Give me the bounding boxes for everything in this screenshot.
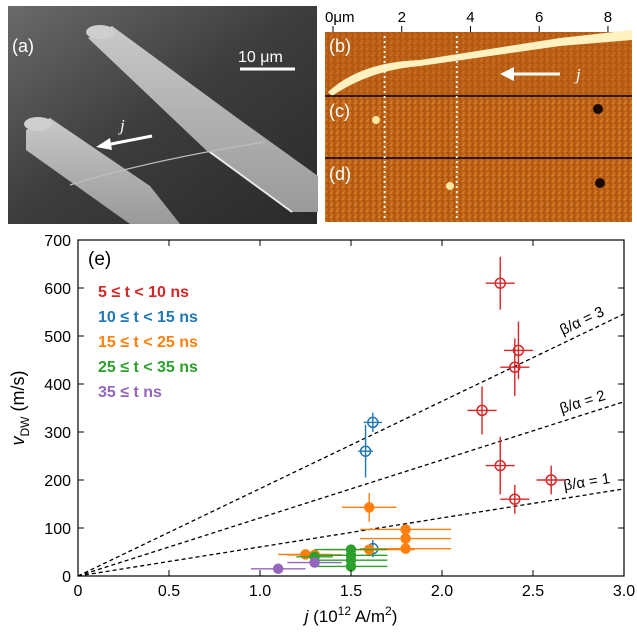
- reference-line-label: β/α = 3: [557, 303, 607, 339]
- x-tick-label: 1.5: [340, 583, 362, 600]
- sem-current-arrowhead: [96, 138, 112, 150]
- data-point: [359, 445, 372, 457]
- x-tick-label: 2.0: [431, 583, 453, 600]
- x-tick-label: 2.5: [522, 583, 544, 600]
- mfm-top-tick-label: 6: [535, 9, 543, 26]
- data-point: [345, 561, 357, 572]
- y-tick-label: 100: [44, 521, 71, 538]
- mfm-d-dark-spot: [595, 178, 605, 188]
- y-tick-label: 300: [44, 425, 71, 442]
- legend-entry: 5 ≤ t < 10 ns: [98, 284, 189, 301]
- data-point: [400, 533, 411, 544]
- panel-label-d: (d): [329, 164, 351, 184]
- panel-label-e: (e): [88, 249, 111, 270]
- x-axis-label-rest: (10: [308, 607, 337, 626]
- y-tick-label: 400: [44, 377, 71, 394]
- series: [358, 412, 384, 558]
- panel-label-a: (a): [12, 36, 34, 56]
- mfm-c-background: [325, 96, 632, 158]
- series-layer: [250, 256, 566, 575]
- mfm-top-tick-label: 4: [466, 9, 474, 26]
- y-tick-label: 0: [62, 569, 71, 586]
- legend: 5 ≤ t < 10 ns 10 ≤ t < 15 ns 15 ≤ t < 25 n…: [98, 284, 198, 401]
- y-axis-label: vDW (m/s): [8, 371, 32, 446]
- panels-bcd: j (b) (c) (d) 0μm 2 4 6 8: [325, 9, 632, 222]
- reference-line: [77, 488, 625, 577]
- y-axis-label-sub: DW: [18, 416, 32, 437]
- reference-line-label: β/α = 1: [562, 470, 611, 494]
- mfm-current-arrowhead: [500, 67, 514, 81]
- data-point: [400, 524, 411, 535]
- reference-line-label: β/α = 2: [558, 387, 608, 417]
- series: [296, 544, 388, 572]
- sem-current-arrow: [105, 134, 153, 147]
- y-axis-label-rest: (m/s): [8, 371, 28, 417]
- reference-line: [77, 313, 625, 577]
- x-axis: 0 0.5 1.0 1.5 2.0 2.5 3.0: [74, 240, 635, 600]
- data-point: [509, 361, 521, 373]
- x-axis-label-main: j: [303, 607, 310, 626]
- mfm-top-axis: 0μm 2 4 6 8: [325, 9, 612, 32]
- sem-wire-upper-end: [86, 25, 114, 39]
- panel-label-b: (b): [329, 36, 351, 56]
- sem-wire-lower: [26, 118, 180, 224]
- x-tick-label: 3.0: [613, 583, 635, 600]
- mfm-b-wire-bright: [328, 30, 632, 96]
- y-tick-label: 600: [44, 281, 71, 298]
- data-point: [545, 474, 557, 486]
- x-tick-label: 0.5: [158, 583, 180, 600]
- legend-entry: 10 ≤ t < 15 ns: [98, 309, 198, 326]
- x-axis-label-tail: A/m: [351, 607, 385, 626]
- scalebar-label: 10 μm: [238, 49, 283, 66]
- y-tick-label: 700: [44, 233, 71, 250]
- sem-wire-lower-end: [24, 117, 52, 131]
- data-point: [494, 459, 506, 472]
- mfm-current-label: j: [574, 65, 581, 84]
- sem-wire-upper: [88, 26, 318, 212]
- data-point: [367, 416, 379, 429]
- mfm-d-background: [325, 158, 632, 222]
- sem-current-label: j: [118, 116, 125, 135]
- mfm-d-domain-wall: [446, 182, 454, 190]
- x-tick-label: 1.0: [249, 583, 271, 600]
- x-axis-label-sup: 12: [338, 604, 352, 618]
- legend-entry: 35 ≤ t ns: [98, 384, 162, 401]
- sem-nanowire: [69, 141, 266, 186]
- series: [250, 557, 342, 575]
- legend-entry: 25 ≤ t < 35 ns: [98, 359, 198, 376]
- y-axis: 0 100 200 300 400 500 600 700: [44, 233, 624, 586]
- mfm-top-tick-label: 8: [604, 9, 612, 26]
- data-point: [363, 502, 375, 513]
- series: [467, 256, 566, 514]
- y-tick-label: 200: [44, 473, 71, 490]
- data-point: [272, 563, 284, 575]
- x-axis-label-close: ): [392, 607, 398, 626]
- mfm-c-dark-spot: [593, 104, 603, 114]
- x-axis-label-sup2: 2: [385, 604, 392, 618]
- x-tick-label: 0: [74, 583, 83, 600]
- mfm-c-domain-wall: [372, 116, 380, 124]
- data-point: [476, 404, 488, 417]
- chart-e: (e) β/α = 3 β/α = 2 β/α = 1 0 0.5 1.0 1.5 2.0 2…: [8, 233, 635, 626]
- data-point: [509, 493, 521, 505]
- y-axis-label-main: v: [8, 435, 28, 445]
- data-point: [309, 557, 320, 568]
- mfm-top-tick-label: 2: [398, 9, 406, 26]
- data-point: [512, 344, 525, 357]
- data-point: [494, 277, 506, 289]
- data-point: [400, 543, 411, 554]
- reference-line: [77, 401, 625, 577]
- y-tick-label: 500: [44, 329, 71, 346]
- legend-entry: 15 ≤ t < 25 ns: [98, 334, 198, 351]
- panel-a: j 10 μm (a): [8, 6, 318, 224]
- mfm-top-tick-label: 0μm: [325, 9, 354, 26]
- mfm-dashed-lines: [383, 36, 458, 218]
- sem-wire-upper-edge: [209, 151, 293, 213]
- panel-label-c: (c): [329, 101, 350, 121]
- x-axis-label: j (1012 A/m2): [303, 604, 398, 626]
